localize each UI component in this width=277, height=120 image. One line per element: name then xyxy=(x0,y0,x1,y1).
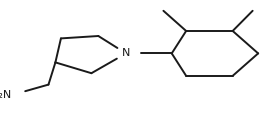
Text: N: N xyxy=(122,48,130,58)
Text: H₂N: H₂N xyxy=(0,90,12,100)
